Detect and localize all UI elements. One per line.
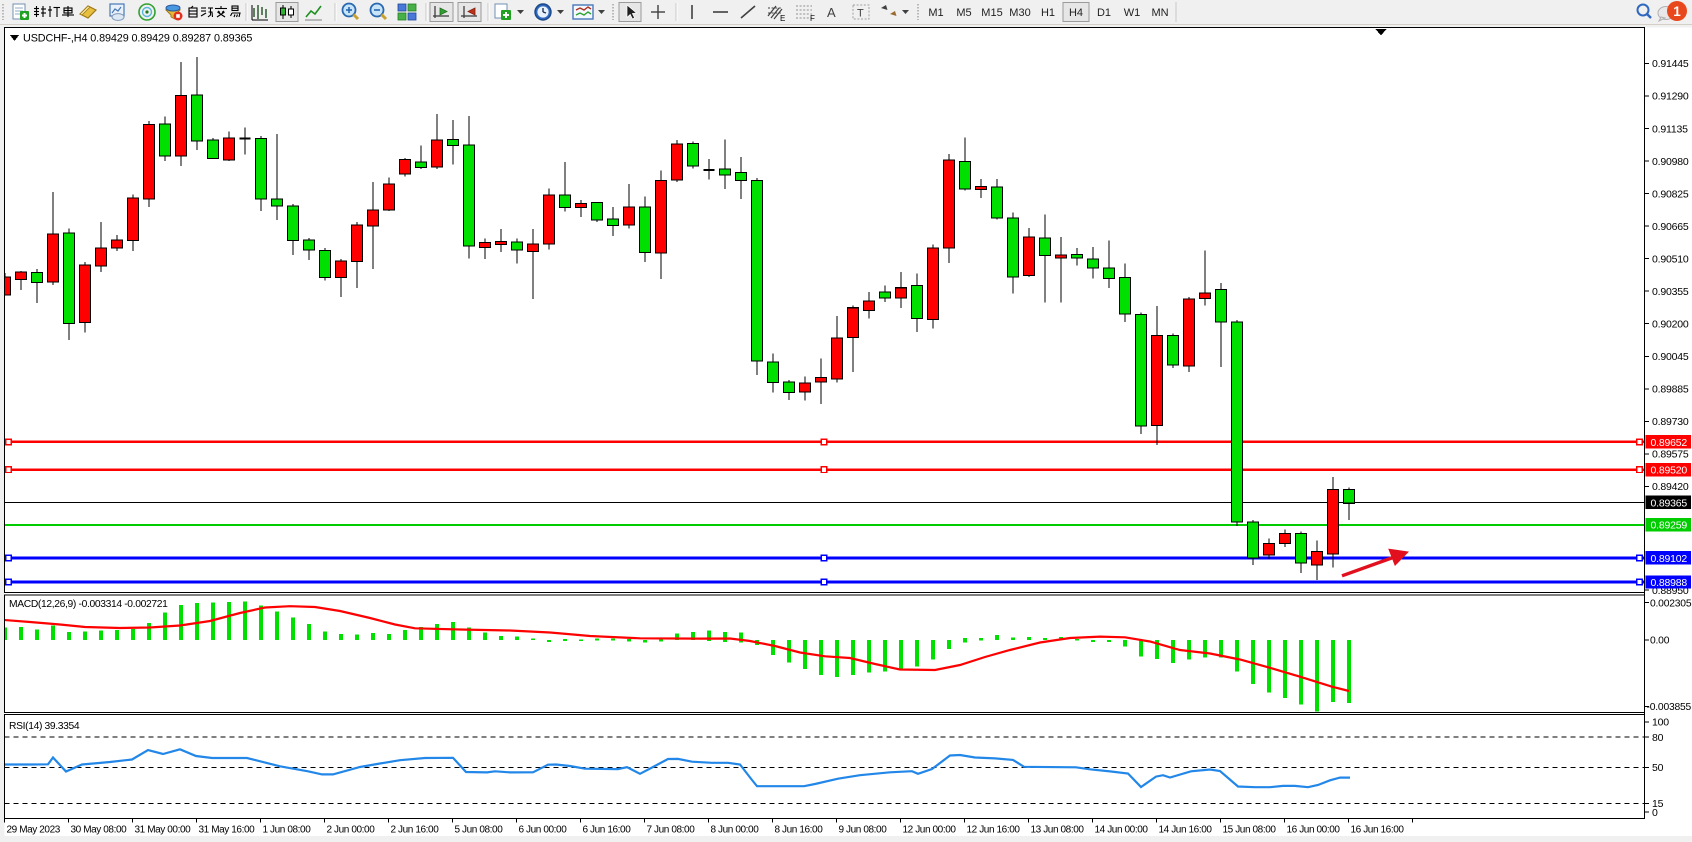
svg-text:M1: M1 xyxy=(928,7,943,19)
svg-text:T: T xyxy=(857,8,864,20)
svg-text:31 May 16:00: 31 May 16:00 xyxy=(199,825,256,836)
svg-text:8 Jun 00:00: 8 Jun 00:00 xyxy=(711,825,760,836)
svg-text:9 Jun 08:00: 9 Jun 08:00 xyxy=(839,825,888,836)
svg-text:100: 100 xyxy=(1652,717,1669,729)
svg-text:M5: M5 xyxy=(956,7,971,19)
svg-text:0.89885: 0.89885 xyxy=(1652,384,1689,396)
svg-text:30 May 08:00: 30 May 08:00 xyxy=(71,825,128,836)
svg-text:14 Jun 00:00: 14 Jun 00:00 xyxy=(1095,825,1149,836)
svg-text:0.89730: 0.89730 xyxy=(1652,416,1689,428)
svg-text:0.91445: 0.91445 xyxy=(1652,58,1689,70)
svg-text:0.89652: 0.89652 xyxy=(1651,437,1688,449)
svg-text:6 Jun 00:00: 6 Jun 00:00 xyxy=(519,825,568,836)
svg-text:0.89259: 0.89259 xyxy=(1651,520,1688,532)
svg-text:M30: M30 xyxy=(1009,7,1030,19)
svg-text:5 Jun 08:00: 5 Jun 08:00 xyxy=(455,825,504,836)
svg-text:M15: M15 xyxy=(981,7,1002,19)
svg-text:RSI(14) 39.3354: RSI(14) 39.3354 xyxy=(9,721,80,732)
svg-text:0.90825: 0.90825 xyxy=(1652,188,1689,200)
svg-text:0: 0 xyxy=(1652,807,1658,819)
svg-text:0.90980: 0.90980 xyxy=(1652,156,1689,168)
svg-text:H4: H4 xyxy=(1069,7,1083,19)
svg-text:13 Jun 08:00: 13 Jun 08:00 xyxy=(1031,825,1085,836)
svg-text:MACD(12,26,9) -0.003314 -0.002: MACD(12,26,9) -0.003314 -0.002721 xyxy=(9,599,168,610)
svg-text:0.89365: 0.89365 xyxy=(1651,497,1688,509)
svg-text:29 May 2023: 29 May 2023 xyxy=(7,825,61,836)
svg-text:F: F xyxy=(810,14,815,23)
svg-text:E: E xyxy=(780,14,785,23)
svg-text:12 Jun 16:00: 12 Jun 16:00 xyxy=(967,825,1021,836)
svg-text:15: 15 xyxy=(1652,798,1664,810)
svg-text:16 Jun 16:00: 16 Jun 16:00 xyxy=(1351,825,1405,836)
svg-text:0.89102: 0.89102 xyxy=(1651,553,1688,565)
svg-text:0.90510: 0.90510 xyxy=(1652,253,1689,265)
svg-text:MN: MN xyxy=(1151,7,1168,19)
svg-text:D1: D1 xyxy=(1097,7,1111,19)
svg-text:15 Jun 08:00: 15 Jun 08:00 xyxy=(1223,825,1277,836)
svg-text:-0.003855: -0.003855 xyxy=(1647,702,1692,713)
svg-text:12 Jun 00:00: 12 Jun 00:00 xyxy=(903,825,957,836)
svg-text:2 Jun 00:00: 2 Jun 00:00 xyxy=(327,825,376,836)
svg-text:50: 50 xyxy=(1652,762,1664,774)
svg-text:0.90355: 0.90355 xyxy=(1652,286,1689,298)
svg-text:0.91290: 0.91290 xyxy=(1652,91,1689,103)
svg-text:7 Jun 08:00: 7 Jun 08:00 xyxy=(647,825,696,836)
svg-text:0.002305: 0.002305 xyxy=(1650,598,1692,609)
svg-text:H1: H1 xyxy=(1041,7,1055,19)
svg-text:80: 80 xyxy=(1652,732,1664,744)
svg-text:0.88988: 0.88988 xyxy=(1651,577,1688,589)
svg-text:0.90200: 0.90200 xyxy=(1652,319,1689,331)
svg-text:8 Jun 16:00: 8 Jun 16:00 xyxy=(775,825,824,836)
svg-text:6 Jun 16:00: 6 Jun 16:00 xyxy=(583,825,632,836)
svg-text:31 May 00:00: 31 May 00:00 xyxy=(135,825,192,836)
svg-text:16 Jun 00:00: 16 Jun 00:00 xyxy=(1287,825,1341,836)
svg-text:2 Jun 16:00: 2 Jun 16:00 xyxy=(391,825,440,836)
svg-text:14 Jun 16:00: 14 Jun 16:00 xyxy=(1159,825,1213,836)
svg-text:A: A xyxy=(827,5,836,20)
svg-text:0.00: 0.00 xyxy=(1650,636,1670,647)
svg-text:0.89420: 0.89420 xyxy=(1652,481,1689,493)
svg-text:W1: W1 xyxy=(1124,7,1141,19)
svg-text:1: 1 xyxy=(1673,4,1681,19)
svg-text:USDCHF-,H4 0.89429 0.89429 0.: USDCHF-,H4 0.89429 0.89429 0.89287 0.893… xyxy=(23,32,252,44)
svg-text:1 Jun 08:00: 1 Jun 08:00 xyxy=(263,825,312,836)
svg-text:0.89520: 0.89520 xyxy=(1651,465,1688,477)
svg-text:0.90665: 0.90665 xyxy=(1652,221,1689,233)
svg-text:0.91135: 0.91135 xyxy=(1652,123,1688,135)
svg-text:0.90045: 0.90045 xyxy=(1652,351,1689,363)
svg-text:0.89575: 0.89575 xyxy=(1652,449,1689,461)
